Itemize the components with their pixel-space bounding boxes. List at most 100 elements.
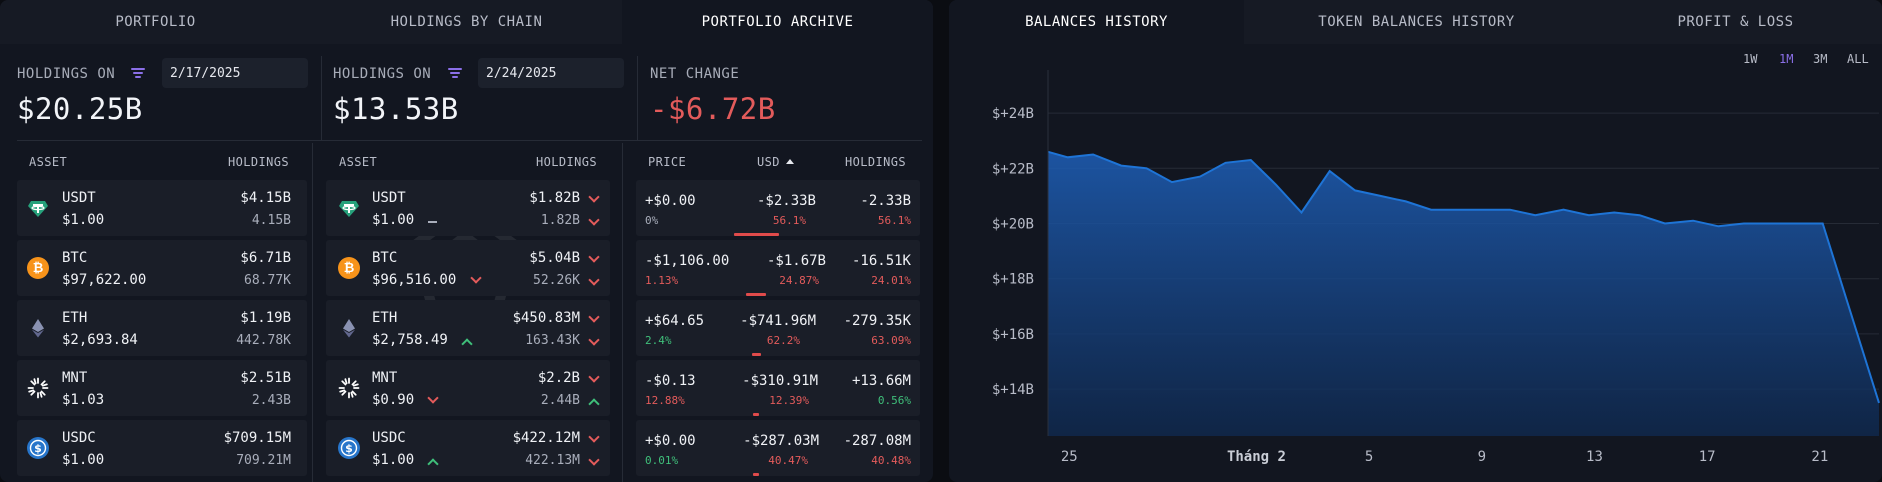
price-change-pct: 0% bbox=[645, 214, 659, 227]
ethereum-icon bbox=[338, 317, 360, 339]
holding-value: $2.2B bbox=[537, 370, 580, 386]
x-tick-label: 5 bbox=[1365, 449, 1373, 465]
table-row[interactable]: +$0.00 0.01% -$287.03M 40.47% -287.08M 4… bbox=[636, 420, 920, 476]
holdings-change-pct: 40.48% bbox=[871, 454, 911, 467]
range-1w-button[interactable]: 1W bbox=[1743, 52, 1758, 66]
usd-change-bar bbox=[746, 293, 766, 296]
table-row[interactable]: ₿ BTC $97,622.00 $6.71B 68.77K bbox=[17, 240, 307, 296]
table-row[interactable]: ETH $2,693.84 $1.19B 442.78K bbox=[17, 300, 307, 356]
asset-price: $1.00 bbox=[372, 452, 415, 468]
snapshot-a-date-input[interactable] bbox=[162, 58, 308, 88]
holding-quantity: 68.77K bbox=[244, 273, 291, 288]
table-row[interactable]: MNT $0.90 $2.2B 2.44B bbox=[326, 360, 610, 416]
x-tick-label: 13 bbox=[1586, 449, 1603, 465]
x-tick-label: Tháng 2 bbox=[1227, 449, 1286, 465]
net-change-value: -$6.72B bbox=[650, 92, 776, 126]
table-row[interactable]: ETH $2,758.49 $450.83M 163.43K bbox=[326, 300, 610, 356]
chevron-down-icon bbox=[588, 334, 600, 346]
table-row[interactable]: MNT $1.03 $2.51B 2.43B bbox=[17, 360, 307, 416]
table-row[interactable]: ₿ BTC $96,516.00 $5.04B 52.26K bbox=[326, 240, 610, 296]
tab-profit-loss[interactable]: PROFIT & LOSS bbox=[1677, 14, 1794, 30]
holding-value: $422.12M bbox=[512, 430, 580, 446]
usd-change: -$287.03M bbox=[743, 433, 819, 449]
tab-portfolio[interactable]: PORTFOLIO bbox=[115, 14, 196, 30]
y-tick-label: $+14B bbox=[992, 382, 1034, 398]
range-1m-button[interactable]: 1M bbox=[1779, 52, 1794, 66]
divider bbox=[321, 56, 322, 140]
y-tick-label: $+24B bbox=[992, 106, 1034, 122]
sort-asc-icon[interactable] bbox=[786, 159, 794, 164]
table-row[interactable]: USDT $1.00 $1.82B 1.82B bbox=[326, 180, 610, 236]
balances-chart[interactable]: $+14B $+16B $+18B $+20B $+22B $+24B 25 Tháng 2 5… bbox=[949, 0, 1882, 482]
usd-change-pct: 12.39% bbox=[769, 394, 809, 407]
change-holdings-header[interactable]: HOLDINGS bbox=[845, 155, 906, 169]
divider bbox=[622, 143, 623, 482]
y-tick-label: $+18B bbox=[992, 272, 1034, 288]
chevron-down-icon bbox=[588, 311, 600, 323]
asset-price: $2,758.49 bbox=[372, 332, 448, 348]
table-row[interactable]: USDT $1.00 $4.15B 4.15B bbox=[17, 180, 307, 236]
filter-icon[interactable] bbox=[448, 68, 462, 78]
usd-change: -$2.33B bbox=[756, 193, 816, 209]
asset-symbol: BTC bbox=[62, 250, 88, 266]
holding-value: $2.51B bbox=[240, 370, 291, 386]
tab-portfolio-archive[interactable]: PORTFOLIO ARCHIVE bbox=[622, 0, 933, 44]
y-tick-label: $+22B bbox=[992, 161, 1034, 177]
change-usd-header[interactable]: USD bbox=[757, 155, 780, 169]
asset-symbol: USDC bbox=[372, 430, 406, 446]
filter-icon[interactable] bbox=[131, 68, 145, 78]
portfolio-tabs: PORTFOLIO HOLDINGS BY CHAIN PORTFOLIO AR… bbox=[0, 0, 933, 44]
table-a-asset-header[interactable]: ASSET bbox=[29, 155, 68, 169]
asset-symbol: MNT bbox=[372, 370, 398, 386]
svg-text:$: $ bbox=[34, 442, 42, 455]
mantle-icon bbox=[338, 377, 360, 399]
y-tick-label: $+20B bbox=[992, 217, 1034, 233]
holding-value: $709.15M bbox=[223, 430, 291, 446]
table-b-asset-header[interactable]: ASSET bbox=[339, 155, 378, 169]
balance-line bbox=[1047, 150, 1880, 404]
table-row[interactable]: +$64.65 2.4% -$741.96M 62.2% -279.35K 63… bbox=[636, 300, 920, 356]
price-change: +$0.00 bbox=[645, 433, 696, 449]
tab-balances-history[interactable]: BALANCES HISTORY bbox=[949, 0, 1244, 44]
snapshot-a-total: $20.25B bbox=[17, 92, 143, 126]
holdings-change-pct: 0.56% bbox=[877, 394, 911, 407]
range-3m-button[interactable]: 3M bbox=[1813, 52, 1828, 66]
holding-value: $450.83M bbox=[512, 310, 580, 326]
x-tick-label: 25 bbox=[1061, 449, 1078, 465]
table-row[interactable]: $ USDC $1.00 $422.12M 422.13M bbox=[326, 420, 610, 476]
change-price-header[interactable]: PRICE bbox=[648, 155, 687, 169]
holding-quantity: 442.78K bbox=[236, 333, 291, 348]
usd-change-pct: 24.87% bbox=[779, 274, 819, 287]
range-all-button[interactable]: ALL bbox=[1847, 52, 1869, 66]
usd-change-bar bbox=[751, 353, 761, 356]
chevron-down-icon bbox=[588, 251, 600, 263]
table-row[interactable]: -$0.13 12.88% -$310.91M 12.39% +13.66M 0… bbox=[636, 360, 920, 416]
chevron-down-icon bbox=[588, 191, 600, 203]
chevron-down-icon bbox=[588, 454, 600, 466]
holding-quantity: 163.43K bbox=[525, 333, 580, 348]
snapshot-b-date-input[interactable] bbox=[478, 58, 624, 88]
price-change-pct: 12.88% bbox=[645, 394, 685, 407]
history-tabs: BALANCES HISTORY TOKEN BALANCES HISTORY … bbox=[949, 0, 1882, 44]
divider bbox=[17, 140, 922, 141]
portfolio-panel: PORTFOLIO HOLDINGS BY CHAIN PORTFOLIO AR… bbox=[0, 0, 933, 482]
x-tick-label: 9 bbox=[1478, 449, 1486, 465]
holding-quantity: 422.13M bbox=[525, 453, 580, 468]
usd-change-pct: 56.1% bbox=[772, 214, 806, 227]
holdings-change: +13.66M bbox=[851, 373, 911, 389]
table-row[interactable]: -$1,106.00 1.13% -$1.67B 24.87% -16.51K … bbox=[636, 240, 920, 296]
table-b-holdings-header[interactable]: HOLDINGS bbox=[536, 155, 597, 169]
divider bbox=[312, 143, 313, 482]
chevron-up-icon bbox=[461, 338, 473, 350]
bitcoin-icon: ₿ bbox=[27, 257, 49, 279]
tab-token-balances-history[interactable]: TOKEN BALANCES HISTORY bbox=[1318, 14, 1515, 30]
chevron-down-icon bbox=[588, 214, 600, 226]
table-row[interactable]: $ USDC $1.00 $709.15M 709.21M bbox=[17, 420, 307, 476]
holdings-change: -287.08M bbox=[843, 433, 911, 449]
tab-holdings-by-chain[interactable]: HOLDINGS BY CHAIN bbox=[390, 14, 543, 30]
usd-change: -$1.67B bbox=[766, 253, 826, 269]
table-a-holdings-header[interactable]: HOLDINGS bbox=[228, 155, 289, 169]
table-row[interactable]: +$0.00 0% -$2.33B 56.1% -2.33B 56.1% bbox=[636, 180, 920, 236]
chevron-down-icon bbox=[588, 431, 600, 443]
history-panel: BALANCES HISTORY TOKEN BALANCES HISTORY … bbox=[949, 0, 1882, 482]
